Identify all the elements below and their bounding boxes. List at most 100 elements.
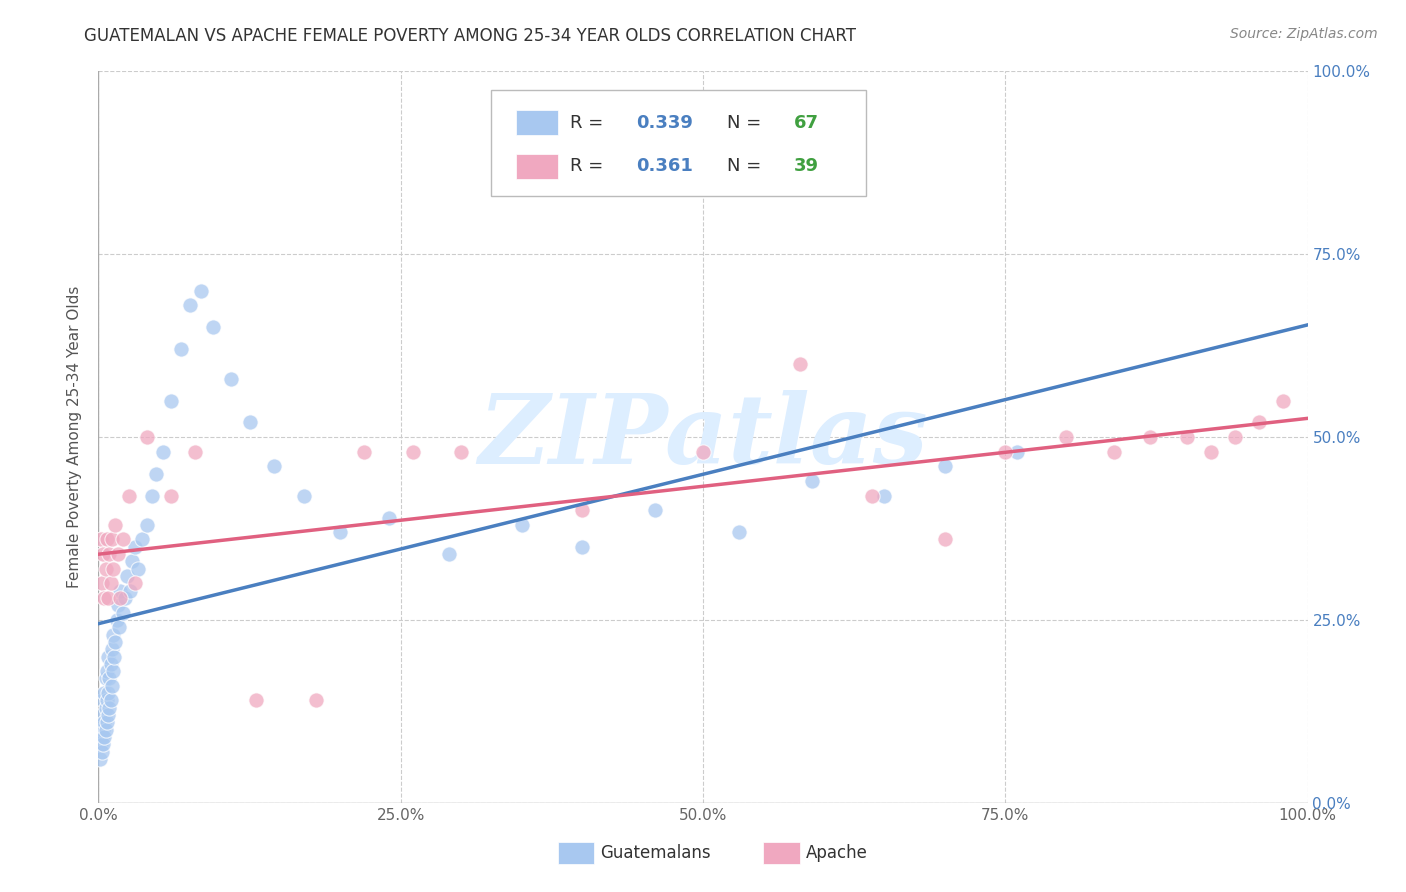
Point <box>91 547 114 561</box>
Y-axis label: Female Poverty Among 25-34 Year Olds: Female Poverty Among 25-34 Year Olds <box>67 286 83 588</box>
Point <box>131 533 153 547</box>
Point <box>93 715 115 730</box>
Point <box>91 693 114 707</box>
Point <box>100 679 122 693</box>
Point <box>118 489 141 503</box>
Point <box>190 284 212 298</box>
Point <box>101 627 124 641</box>
Point <box>111 533 134 547</box>
Text: 67: 67 <box>793 113 818 131</box>
Point <box>89 752 111 766</box>
Point <box>93 591 115 605</box>
Point <box>108 591 131 605</box>
Point <box>1007 444 1029 458</box>
Point <box>402 444 425 458</box>
Point <box>1054 430 1077 444</box>
Text: R =: R = <box>569 158 609 176</box>
Point <box>94 723 117 737</box>
Point <box>97 649 120 664</box>
Point <box>91 708 114 723</box>
Point <box>934 459 956 474</box>
Point <box>152 444 174 458</box>
Point <box>145 467 167 481</box>
Bar <box>516 110 558 136</box>
Point <box>97 686 120 700</box>
Point <box>263 459 285 474</box>
Point <box>124 576 146 591</box>
Point <box>100 576 122 591</box>
Point <box>450 444 472 458</box>
Text: Guatemalans: Guatemalans <box>600 844 711 862</box>
Point <box>96 715 118 730</box>
Point <box>692 444 714 458</box>
Point <box>91 737 114 751</box>
Point <box>202 320 225 334</box>
Point <box>93 730 115 744</box>
Text: 0.361: 0.361 <box>637 158 693 176</box>
Point <box>245 693 267 707</box>
Point <box>100 533 122 547</box>
Text: ZIPatlas: ZIPatlas <box>478 390 928 484</box>
Point <box>108 620 131 634</box>
Text: 39: 39 <box>793 158 818 176</box>
Point <box>934 533 956 547</box>
Point <box>96 533 118 547</box>
Text: Apache: Apache <box>806 844 868 862</box>
Point <box>118 583 141 598</box>
Point <box>96 693 118 707</box>
Point <box>377 510 399 524</box>
Point <box>127 562 149 576</box>
Point <box>1102 444 1125 458</box>
Point <box>105 613 128 627</box>
Point <box>90 737 112 751</box>
Point <box>91 576 114 591</box>
Point <box>510 517 533 532</box>
Point <box>305 693 328 707</box>
Point <box>873 489 896 503</box>
Point <box>93 686 115 700</box>
Point <box>124 540 146 554</box>
Point <box>107 599 129 613</box>
Point <box>114 591 136 605</box>
Point <box>239 416 262 430</box>
Point <box>101 664 124 678</box>
Point <box>1249 416 1271 430</box>
Text: 0.339: 0.339 <box>637 113 693 131</box>
Point <box>96 664 118 678</box>
Point <box>789 357 811 371</box>
Point <box>160 489 183 503</box>
Text: N =: N = <box>727 113 768 131</box>
Point <box>141 489 163 503</box>
Point <box>100 693 122 707</box>
Point <box>571 540 593 554</box>
Point <box>994 444 1017 458</box>
Point <box>100 657 122 671</box>
Point <box>97 591 120 605</box>
Point <box>108 583 131 598</box>
Point <box>644 503 666 517</box>
Point <box>800 474 823 488</box>
Point <box>571 503 593 517</box>
Point <box>1175 430 1198 444</box>
Point <box>1272 393 1295 408</box>
Point <box>1223 430 1246 444</box>
Point <box>100 642 122 657</box>
Point <box>121 554 143 568</box>
Point <box>117 569 139 583</box>
Point <box>94 700 117 714</box>
Point <box>91 730 114 744</box>
Point <box>1139 430 1161 444</box>
Point <box>90 533 112 547</box>
Point <box>860 489 883 503</box>
Point <box>111 606 134 620</box>
Point <box>94 672 117 686</box>
Point <box>329 525 352 540</box>
Bar <box>558 841 595 863</box>
Point <box>90 723 112 737</box>
Text: Source: ZipAtlas.com: Source: ZipAtlas.com <box>1230 27 1378 41</box>
Point <box>160 393 183 408</box>
Point <box>135 430 157 444</box>
Point <box>98 700 121 714</box>
Point <box>98 547 121 561</box>
Point <box>135 517 157 532</box>
